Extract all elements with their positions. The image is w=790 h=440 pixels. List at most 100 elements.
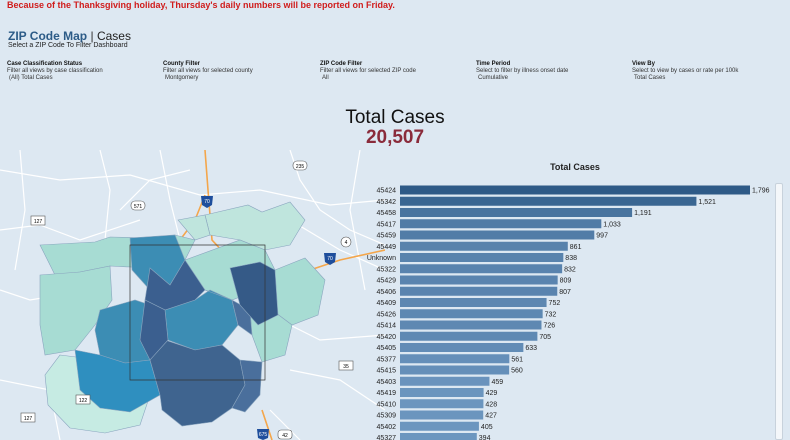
svg-text:70: 70 [204, 199, 210, 205]
bar-category-label: 45406 [377, 289, 397, 296]
filter-value[interactable]: Montgomery [165, 75, 199, 81]
filter-case-classification[interactable]: Case Classification Status Filter all vi… [7, 61, 103, 82]
filter-value[interactable]: All [322, 75, 329, 81]
holiday-notice: Because of the Thanksgiving holiday, Thu… [7, 0, 395, 10]
bar-value-label: 428 [485, 401, 497, 408]
bar[interactable] [400, 365, 510, 375]
route-shield: 127 [30, 215, 46, 226]
bar-category-label: 45309 [377, 413, 397, 420]
bar-value-label: 732 [545, 311, 557, 318]
bar-value-label: 1,033 [603, 221, 621, 228]
bar-category-label: 45405 [377, 345, 397, 352]
chart-scrollbar[interactable] [775, 183, 783, 440]
bar[interactable] [400, 286, 558, 296]
bar[interactable] [400, 320, 542, 330]
filter-value[interactable]: (All) Total Cases [9, 75, 53, 81]
bar-value-label: 1,796 [752, 188, 770, 195]
bar[interactable] [400, 185, 750, 195]
bar[interactable] [400, 253, 564, 262]
title-separator: | [90, 29, 94, 43]
filter-description: Select to filter by illness onset date [476, 68, 569, 74]
svg-text:127: 127 [34, 219, 43, 225]
zip-regions [39, 201, 326, 434]
bar-category-label: 45402 [377, 424, 397, 431]
bar-category-label: 45414 [377, 323, 397, 330]
route-shield: 122 [75, 394, 91, 405]
filter-time-period[interactable]: Time Period Select to filter by illness … [476, 61, 568, 82]
bar-category-label: 45415 [377, 368, 397, 375]
filter-description: Filter all views by case classification [7, 68, 103, 74]
bar-value-label: 807 [559, 289, 571, 296]
bar[interactable] [400, 331, 538, 341]
bar-category-label: 45342 [377, 199, 397, 206]
bar-value-label: 405 [481, 424, 493, 431]
bar-value-label: 1,521 [698, 199, 716, 206]
bar[interactable] [400, 433, 477, 440]
filter-value[interactable]: Total Cases [634, 75, 666, 81]
bar[interactable] [400, 196, 697, 206]
bar-value-label: 459 [491, 379, 503, 386]
bar-category-label: 45327 [377, 435, 397, 440]
filter-value[interactable]: Cumulative [478, 75, 509, 81]
bar-value-label: 561 [511, 356, 523, 363]
route-shield: 235 [292, 160, 308, 171]
bar[interactable] [400, 298, 547, 307]
bar-value-label: 726 [543, 323, 555, 330]
total-cases-value: 20,507 [365, 127, 425, 148]
svg-text:35: 35 [343, 364, 349, 370]
bar[interactable] [400, 309, 543, 319]
bar-category-label: 45403 [377, 379, 397, 386]
chart-title: Total Cases [550, 162, 600, 172]
route-shield: 42 [277, 429, 293, 440]
bar[interactable] [400, 275, 558, 285]
route-shield: 127 [20, 412, 36, 423]
svg-text:571: 571 [134, 204, 143, 210]
filter-title: County Filter [163, 61, 200, 67]
bar-category-label: 45322 [377, 266, 397, 273]
bar-category-label: 45410 [377, 401, 397, 408]
bar[interactable] [400, 264, 563, 274]
bar[interactable] [400, 343, 524, 352]
bar[interactable] [400, 399, 484, 409]
bar[interactable] [400, 354, 510, 364]
bar-value-label: 394 [479, 435, 491, 440]
bar-category-label: 45419 [377, 390, 397, 397]
route-shield: 571 [130, 200, 146, 211]
page-subtitle: Select a ZIP Code To Filter Dashboard [8, 42, 128, 49]
bar-value-label: 809 [560, 278, 572, 285]
zip-code-map[interactable]: 235 571 70 127 4 70 35 122 127 42 675 [0, 150, 385, 440]
bar[interactable] [400, 241, 568, 251]
bar-value-label: 560 [511, 368, 523, 375]
svg-text:70: 70 [327, 256, 333, 262]
filter-view-by[interactable]: View By Select to view by cases or rate … [632, 61, 738, 82]
bar[interactable] [400, 208, 633, 217]
county-boundary [129, 244, 266, 381]
filter-description: Filter all views for selected county [163, 68, 253, 74]
filter-county[interactable]: County Filter Filter all views for selec… [163, 61, 253, 82]
filter-zip-code[interactable]: ZIP Code Filter Filter all views for sel… [320, 61, 416, 82]
total-cases-label: Total Cases [345, 107, 445, 128]
bar-value-label: 705 [539, 334, 551, 341]
bar[interactable] [400, 219, 602, 229]
bar-category-label: 45459 [377, 233, 397, 240]
bar-category-label: 45417 [377, 221, 397, 228]
bar-category-label: 45377 [377, 356, 397, 363]
bar-category-label: Unknown [367, 255, 396, 262]
bar-value-label: 427 [485, 413, 497, 420]
bar-category-label: 45409 [377, 300, 397, 307]
route-shields: 235 571 70 127 4 70 35 122 127 42 675 [20, 160, 354, 440]
bar[interactable] [400, 230, 595, 240]
bar[interactable] [400, 410, 484, 420]
route-shield: 35 [338, 360, 354, 371]
route-shield: 675 [257, 429, 269, 440]
bar-value-label: 832 [564, 266, 576, 273]
bar[interactable] [400, 388, 484, 397]
bar-category-label: 45429 [377, 278, 397, 285]
bar[interactable] [400, 376, 490, 386]
filter-title: Time Period [476, 61, 511, 67]
filter-title: ZIP Code Filter [320, 61, 363, 67]
bar-value-label: 1,191 [634, 210, 652, 217]
total-cases-bar-chart[interactable]: 45424 1,796 45342 1,521 45458 1,191 45417 1,033… [360, 180, 770, 440]
svg-text:127: 127 [24, 416, 33, 422]
bar[interactable] [400, 421, 479, 431]
